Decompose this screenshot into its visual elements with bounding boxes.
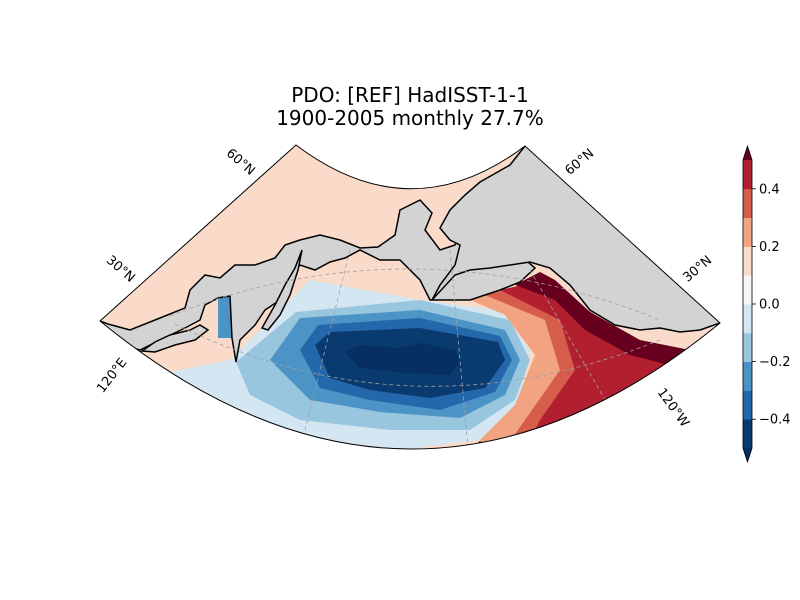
okhotsk-negative-patch [218,296,232,338]
colorbar-band [743,332,752,362]
gridline-lon-150e [294,249,351,450]
lat-label-30n-left: 30°N [103,253,138,286]
lon-label-120e: 120°E [94,356,130,396]
colorbar-band [743,419,752,449]
colorbar-band [743,246,752,276]
lon-label-120w: 120°W [654,386,692,431]
lat-label-30n-right: 30°N [680,253,715,286]
colorbar-extend-max [743,146,752,160]
lat-label-60n-left: 60°N [223,146,258,179]
land-kamchatka [260,249,303,331]
colorbar-extend-min [743,448,752,462]
colorbar-band [743,361,752,391]
colorbar-band [743,188,752,218]
land-japan [139,324,210,353]
hawaii-island [495,447,499,450]
colorbar-tick-label: 0.4 [759,182,780,197]
pdo-map: 60°N 30°N 60°N 30°N 120°E 120°W [94,144,721,450]
gridline-lon-180 [449,249,471,450]
colorbar-band [743,390,752,420]
hawaii-island [484,443,488,447]
colorbar-band [743,304,752,334]
colorbar-tick-label: −0.2 [759,355,791,370]
colorbar-tick-label: −0.4 [759,413,791,428]
title-line-2: 1900-2005 monthly 27.7% [276,106,544,130]
colorbar-outline [742,144,753,464]
land-asia [100,199,537,363]
contour-band-positive-0-5 [515,272,720,368]
colorbar: −0.4 −0.2 0.0 0.2 0.4 [742,144,791,464]
gridline-lat-60 [169,268,661,321]
colorbar-tick-label: 0.0 [759,298,780,313]
gridline-lat-30 [174,323,661,387]
map-boundary [99,144,721,450]
lat-label-60n-right: 60°N [562,146,597,179]
colorbar-tick-label: 0.2 [759,240,780,255]
colorbar-band [743,217,752,247]
colorbar-band [743,275,752,305]
title-line-1: PDO: [REF] HadISST-1-1 [291,83,529,107]
colorbar-band [743,160,752,190]
contour-band-core [345,343,460,375]
hawaii-island [489,445,493,449]
